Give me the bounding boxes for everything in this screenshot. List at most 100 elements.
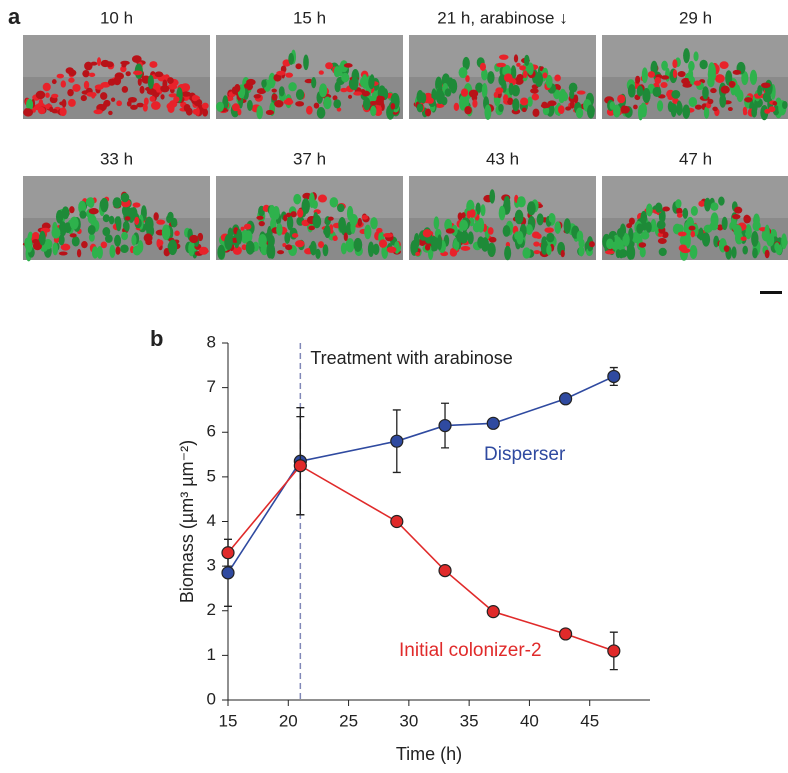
cell [636, 85, 644, 97]
cell [432, 236, 439, 252]
cell [667, 101, 674, 113]
cell [241, 244, 248, 251]
cell [444, 88, 452, 97]
cell [31, 238, 40, 245]
data-point [438, 418, 452, 433]
cell [277, 250, 285, 255]
cell [573, 94, 579, 104]
cell [234, 84, 241, 93]
cell [645, 203, 653, 217]
cell [768, 106, 776, 113]
cell [721, 216, 728, 231]
cell [68, 77, 75, 83]
cell [723, 245, 730, 253]
cell [26, 98, 34, 111]
cell [710, 202, 719, 211]
cell [377, 95, 385, 102]
cell [153, 212, 159, 221]
cell [576, 90, 586, 95]
cell [558, 94, 565, 104]
cell [100, 241, 108, 249]
cell [147, 74, 154, 90]
cell [333, 99, 342, 109]
cell [565, 106, 572, 111]
cell [285, 212, 292, 218]
cell [125, 71, 131, 77]
cell [386, 246, 397, 253]
cell [676, 101, 683, 116]
cell [672, 59, 678, 69]
cell [376, 227, 383, 233]
cell [661, 60, 668, 71]
cell [133, 70, 143, 76]
cell [144, 216, 154, 233]
cell [626, 222, 633, 229]
biofilm-image [409, 176, 596, 261]
cell [59, 107, 67, 117]
cell [728, 80, 736, 88]
cell [727, 107, 733, 112]
cell [516, 62, 521, 67]
cell [511, 84, 520, 97]
cell [742, 110, 748, 116]
cell [468, 89, 479, 98]
cell [683, 48, 690, 64]
cell [269, 244, 276, 259]
cell [390, 102, 396, 110]
y-tick-label: 5 [207, 466, 216, 485]
cell [334, 81, 341, 93]
cell [285, 244, 293, 251]
cell [496, 87, 504, 94]
cell [469, 209, 476, 218]
cell [462, 56, 470, 70]
y-tick-label: 4 [207, 511, 216, 530]
cell [445, 228, 455, 234]
cell [51, 79, 57, 85]
cell [108, 110, 113, 116]
cell [457, 212, 463, 221]
cell [751, 230, 759, 247]
cell [449, 78, 458, 94]
cell [353, 91, 363, 96]
cell [605, 250, 615, 255]
cell [104, 234, 113, 243]
cell [426, 97, 434, 104]
cell [256, 105, 263, 120]
cell [628, 217, 635, 225]
cell [84, 61, 93, 71]
cell [256, 215, 264, 220]
data-point [390, 514, 404, 529]
cell [516, 73, 524, 81]
cell [340, 242, 347, 255]
cell [534, 71, 544, 88]
cell [764, 224, 770, 241]
cell [146, 88, 157, 95]
image-label: 21 h, arabinose ↓ [437, 8, 567, 27]
cell [560, 249, 565, 258]
data-point [221, 546, 235, 560]
cell [166, 102, 175, 110]
cell [102, 227, 111, 237]
cell [145, 239, 153, 246]
cell [654, 76, 662, 84]
cell [477, 217, 485, 233]
cell [56, 73, 64, 79]
cell [332, 95, 338, 101]
cell [703, 106, 710, 119]
cell [781, 233, 787, 250]
cell [339, 60, 349, 73]
cell [660, 75, 670, 80]
cell [479, 62, 487, 72]
cell [332, 235, 338, 242]
biofilm-image [22, 176, 210, 262]
cell [293, 193, 302, 205]
x-tick-label: 20 [279, 711, 298, 730]
cell [586, 104, 595, 119]
data-point [221, 566, 235, 580]
cell [484, 104, 492, 120]
cell [460, 245, 471, 251]
cell [460, 88, 469, 97]
cell [701, 232, 711, 247]
cell [163, 248, 171, 257]
cell [80, 95, 87, 102]
